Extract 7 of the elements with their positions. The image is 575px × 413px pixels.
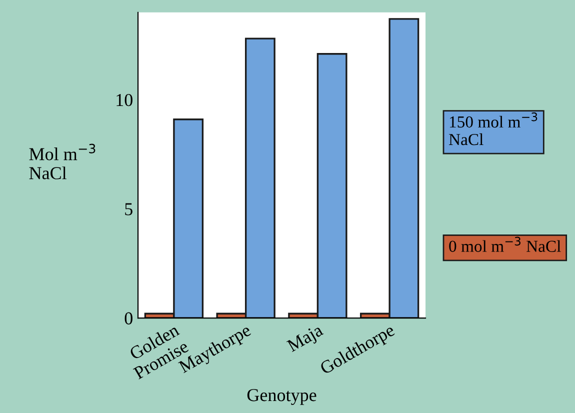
y-tick-label: 10 (116, 94, 132, 106)
text: Mol m$^{−3}$ NaCl (29, 144, 96, 180)
text: 150 mol m$^{−3}$ NaCl (448, 112, 538, 146)
x-axis-title: Genotype (247, 389, 316, 405)
y-tick-label: 0 (124, 312, 132, 324)
y-tick-label: 5 (125, 203, 132, 216)
text: 0 mol m$^{−3}$ NaCl (449, 236, 561, 252)
